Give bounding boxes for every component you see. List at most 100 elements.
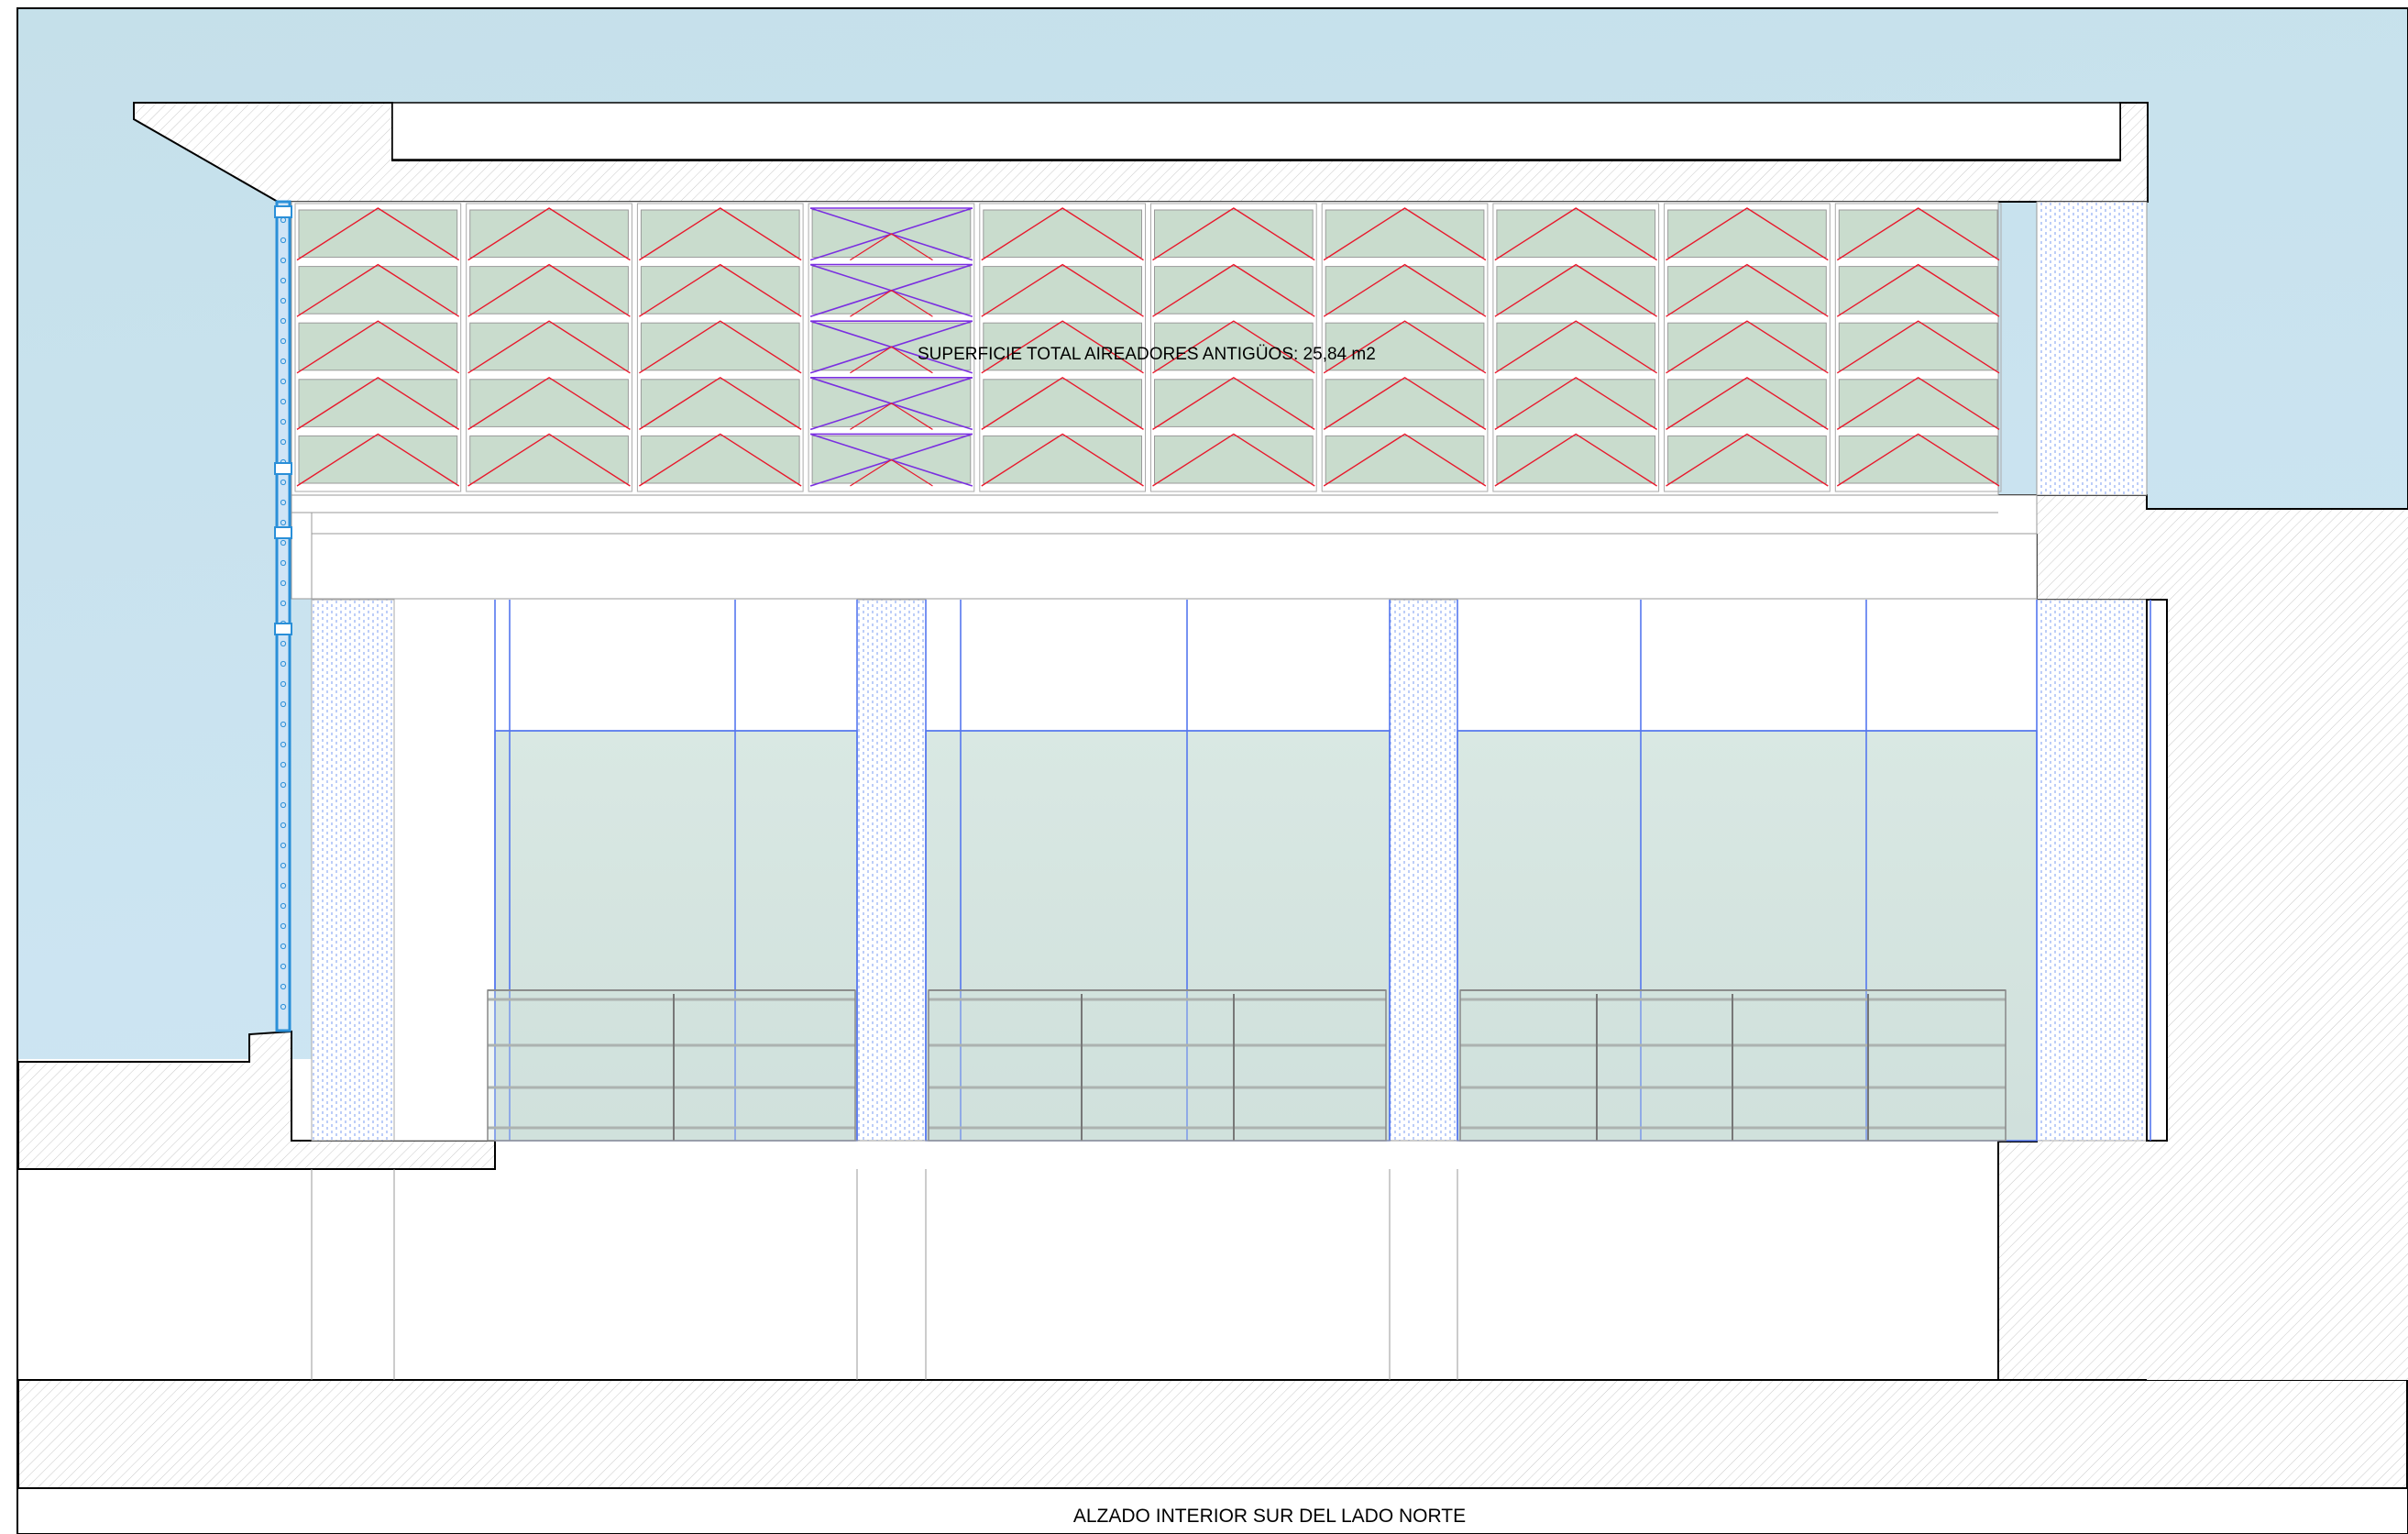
left-wall-section [17,1030,496,1170]
downpipe-bracket [280,680,287,688]
aerator-panel [1325,209,1485,259]
aerator-column-frame [1492,203,1660,492]
downpipe-bracket [280,801,287,809]
downpipe-bracket [280,579,287,587]
downpipe-body [275,200,291,1032]
aerator-panel [640,379,800,427]
aerator-panel [983,379,1143,427]
aerator-panel [298,266,458,315]
aerator-chevron [1323,320,1487,374]
aerator-chevron [467,207,631,261]
roof-inner-white [391,102,2121,160]
downpipe-bracket [280,983,287,990]
downpipe-bracket [280,317,287,325]
aerator-chevron [1323,263,1487,317]
aerator-chevron [1666,263,1829,317]
aerator-chevron [1494,433,1657,487]
downpipe-bracket [280,822,287,829]
right-jamb [2146,599,2168,1142]
aerator-chevron [296,433,460,487]
aerator-chevron [296,320,460,374]
aerator-panel [1667,266,1827,315]
aerator-panel [1667,209,1827,259]
right-wall-outline [1997,508,2408,1380]
area-annotation: SUPERFICIE TOTAL AIREADORES ANTIGÜOS: 25… [918,345,1376,364]
aerator-chevron [981,433,1144,487]
aerator-chevron [296,263,460,317]
aerator-grid [294,203,2002,492]
downpipe-joint [274,623,292,635]
aerator-panel [469,435,629,484]
aerator-panel [1838,322,1998,371]
dotted-pier [856,599,927,1142]
aerator-chevron [1494,263,1657,317]
aerator-chevron [981,263,1144,317]
aerator-panel [1667,322,1827,371]
aerator-chevron [850,403,933,430]
aerator-panel [298,379,458,427]
dotted-pier [2036,599,2148,1142]
downpipe-bracket [280,640,287,647]
downpipe-bracket [280,559,287,567]
aerator-chevron [1494,207,1657,261]
glazing-panel [925,730,1391,1142]
aerator-chevron [1152,433,1315,487]
downpipe-bracket [280,882,287,889]
aerator-chevron [296,376,460,430]
aerator-chevron [639,263,802,317]
aerator-panel [640,209,800,259]
aerator-panel [1838,435,1998,484]
aerator-panel [1667,379,1827,427]
aerator-panel [1154,266,1314,315]
downpipe-bracket [280,963,287,970]
downpipe-bracket [280,539,287,546]
aerator-chevron [296,207,460,261]
aerator-chevron [850,233,933,261]
aerator-chevron [1152,263,1315,317]
aerator-panel [1496,435,1656,484]
aerator-panel [1496,379,1656,427]
downpipe-bracket [280,358,287,365]
aerator-column-frame [1321,203,1489,492]
aerator-panel [1838,379,1998,427]
aerator-chevron [639,320,802,374]
aerator-panel [1496,266,1656,315]
aerator-chevron [850,346,933,374]
aerator-panel [983,435,1143,484]
lower-floor-zone [18,1169,1998,1380]
drawing-title: ALZADO INTERIOR SUR DEL LADO NORTE [1073,1506,1466,1527]
right-aerator-strip [2036,201,2148,496]
aerator-panel [298,435,458,484]
aerator-chevron [1666,320,1829,374]
aerator-panel [298,209,458,259]
aerator-column-frame [1664,203,1831,492]
aerator-chevron [1152,376,1315,430]
aerator-column-frame [1834,203,2002,492]
downpipe-bracket [280,519,287,526]
downpipe-joint [274,462,292,475]
aerator-chevron [850,289,933,317]
aerator-chevron [1666,433,1829,487]
downpipe-bracket [280,297,287,304]
aerator-chevron [1836,433,2000,487]
aerator-chevron [1494,320,1657,374]
railing-panel [928,989,1387,1142]
downpipe-joint [274,205,292,218]
railing-panel [487,989,856,1142]
right-wall-cap [2147,509,2408,1380]
glazing-panel [1457,730,2038,1142]
aerator-panel [983,322,1143,371]
aerator-chevron [1836,320,2000,374]
downpipe-bracket [280,660,287,668]
transom-band [291,494,2038,600]
aerator-chevron [1494,376,1657,430]
aerator-panel [1325,379,1485,427]
downpipe [274,200,292,1032]
downpipe-bracket [280,1003,287,1010]
glazing-panel [494,730,858,1142]
aerator-chevron [467,263,631,317]
aerator-chevron [467,320,631,374]
aerator-panel [640,322,800,371]
aerator-chevron [1666,207,1829,261]
aerator-panel [469,379,629,427]
